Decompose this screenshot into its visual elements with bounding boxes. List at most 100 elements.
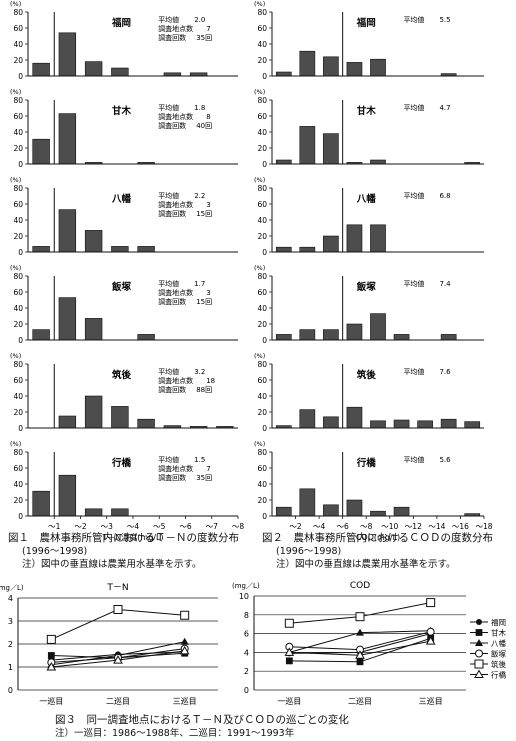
tn-points-label: 調査地点数 xyxy=(158,24,193,33)
tn-line-point-行橋-1 xyxy=(46,661,57,671)
cod-x-tick-label: ～8 xyxy=(360,522,372,531)
tn-y-tick-label: 80 xyxy=(13,184,23,193)
tn-points-label: 調査地点数 xyxy=(158,376,193,385)
tn-y-unit: (%) xyxy=(10,440,21,448)
tn-bar-八幡-5 xyxy=(137,246,155,253)
tn-times-label: 調査回数 xyxy=(158,121,186,130)
tn-points-value: 3 xyxy=(206,201,210,209)
tn-x-tick-label: ～5 xyxy=(153,522,165,531)
cod-y-tick-label: 80 xyxy=(257,96,267,105)
tn-bar-八幡-1 xyxy=(32,246,50,253)
cod-line-y-tick-label: 0 xyxy=(244,686,249,695)
tn-bar-福岡-2 xyxy=(58,32,77,77)
cod-line-point-筑後-1 xyxy=(284,618,294,628)
cod-mean-value: 6.8 xyxy=(439,192,450,200)
tn-mean-label: 平均値 xyxy=(158,367,179,376)
cod-mean-value: 7.4 xyxy=(439,280,451,288)
fig2-note: 注）図中の垂直線は農業用水基準を示す。 xyxy=(276,559,456,570)
fig1-note: 注）図中の垂直線は農業用水基準を示す。 xyxy=(22,559,202,570)
tn-bar-筑後-4 xyxy=(111,406,129,429)
cod-y-tick-label: 40 xyxy=(257,216,267,225)
tn-points-label: 調査地点数 xyxy=(158,464,193,473)
cod-bar-甘木-1 xyxy=(275,159,292,165)
fig3-caption: 図３ 同一調査地点におけるＴ－Ｎ及びＣＯＤの巡ごとの変化 xyxy=(55,714,349,726)
cod-y-tick-label: 20 xyxy=(257,144,267,153)
cod-line-point-甘木-2 xyxy=(356,658,364,666)
tn-line-point-甘木-1 xyxy=(47,652,55,659)
tn-bar-飯塚-2 xyxy=(58,297,77,341)
legend-marker-筑後 xyxy=(474,659,484,669)
cod-bar-飯塚-3 xyxy=(323,329,339,341)
legend-label-行橋: 行橋 xyxy=(491,670,506,680)
tn-line-point-筑後-1 xyxy=(46,634,56,644)
tn-y-tick-label: 40 xyxy=(13,216,23,225)
cod-bar-行橋-4 xyxy=(346,499,363,517)
cod-bar-飯塚-8 xyxy=(440,334,457,341)
cod-region-label: 筑後 xyxy=(357,369,377,381)
tn-y-tick-label: 0 xyxy=(18,424,23,433)
tn-line-point-筑後-2 xyxy=(113,605,123,614)
tn-bar-行橋-3 xyxy=(84,508,103,517)
tn-points-value: 18 xyxy=(206,377,215,385)
tn-mean-value: 1.8 xyxy=(194,104,205,112)
cod-bar-甘木-5 xyxy=(370,159,386,165)
cod-bar-福岡-1 xyxy=(275,71,292,77)
cod-line-x-tick-label: 一巡目 xyxy=(277,696,301,706)
cod-x-tick-label: ～16 xyxy=(452,522,469,531)
tn-y-tick-label: 0 xyxy=(18,72,23,81)
cod-y-tick-label: 80 xyxy=(257,8,267,17)
cod-y-tick-label: 80 xyxy=(257,360,267,369)
tn-x-tick-label: ～8 xyxy=(232,522,244,531)
tn-region-label: 筑後 xyxy=(112,369,132,381)
cod-mean-label: 平均値 xyxy=(403,367,424,376)
cod-y-tick-label: 0 xyxy=(262,248,267,257)
tn-bar-筑後-5 xyxy=(137,418,155,429)
cod-bar-八幡-5 xyxy=(370,224,386,253)
cod-line-x-tick-label: 二巡目 xyxy=(348,696,372,706)
tn-line-y-tick-label: 3 xyxy=(8,617,13,626)
cod-bar-飯塚-4 xyxy=(346,323,363,341)
cod-line-point-行橋-2 xyxy=(355,650,365,659)
cod-x-tick-label: ～12 xyxy=(405,522,422,531)
tn-y-tick-label: 0 xyxy=(18,160,23,169)
cod-line-point-筑後-3 xyxy=(426,598,436,608)
tn-y-tick-label: 60 xyxy=(13,112,23,121)
cod-y-tick-label: 60 xyxy=(257,464,267,473)
cod-line-point-飯塚-3 xyxy=(426,627,435,636)
cod-y-tick-label: 20 xyxy=(257,320,267,329)
tn-x-tick-label: ～3 xyxy=(101,522,113,531)
tn-x-axis-title: T－N濃度(mg/L) xyxy=(101,532,163,542)
tn-y-tick-label: 80 xyxy=(13,360,23,369)
tn-y-tick-label: 60 xyxy=(13,464,23,473)
cod-x-tick-label: ～4 xyxy=(313,522,325,531)
tn-y-tick-label: 20 xyxy=(13,56,23,65)
fig3-note: 注）一巡目：1986～1988年、二巡目：1991～1993年 xyxy=(55,728,295,739)
tn-line-x-tick-label: 二巡目 xyxy=(106,696,130,706)
cod-mean-label: 平均値 xyxy=(403,191,424,200)
tn-y-tick-label: 60 xyxy=(13,376,23,385)
cod-region-label: 行橋 xyxy=(356,457,377,469)
cod-bar-筑後-7 xyxy=(417,420,433,429)
tn-mean-label: 平均値 xyxy=(158,191,179,200)
tn-y-unit: (%) xyxy=(10,352,21,360)
cod-bar-福岡-5 xyxy=(370,58,386,77)
tn-region-label: 福岡 xyxy=(111,17,131,29)
cod-y-tick-label: 80 xyxy=(257,448,267,457)
cod-bar-八幡-3 xyxy=(323,235,339,253)
tn-y-unit: (%) xyxy=(10,88,21,96)
cod-x-axis-title: COD(mg/L) xyxy=(356,533,400,542)
fig2-caption: 図２ 農林事務所管内におけるＣＯＤの度数分布 xyxy=(262,532,493,544)
cod-bar-筑後-3 xyxy=(323,416,339,429)
tn-line-point-行橋-3 xyxy=(179,645,190,655)
tn-times-value: 15回 xyxy=(196,298,212,306)
cod-line-x-tick-label: 三巡目 xyxy=(419,696,443,706)
legend-label-飯塚: 飯塚 xyxy=(491,649,506,659)
tn-line-title: T－N xyxy=(106,583,128,593)
cod-mean-label: 平均値 xyxy=(403,279,424,288)
cod-y-tick-label: 40 xyxy=(257,304,267,313)
cod-bar-八幡-1 xyxy=(275,246,292,253)
tn-line-x-tick-label: 三巡目 xyxy=(173,696,197,706)
cod-line-point-行橋-1 xyxy=(284,647,295,656)
tn-line-y-tick-label: 4 xyxy=(8,594,13,603)
tn-bar-福岡-4 xyxy=(111,67,129,77)
